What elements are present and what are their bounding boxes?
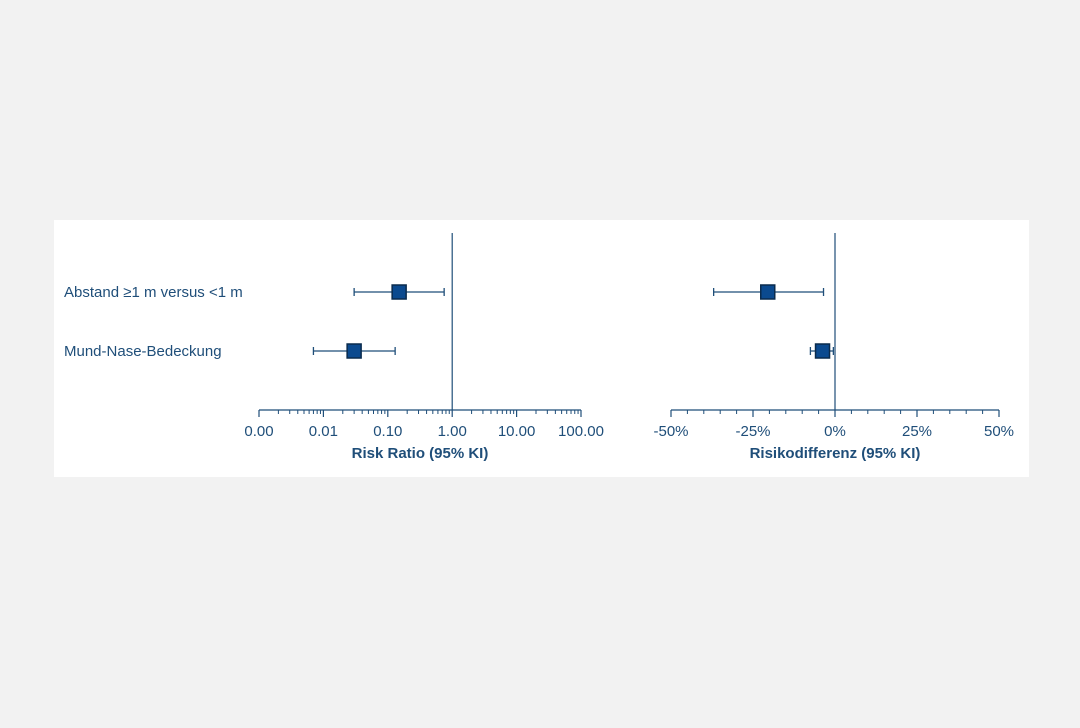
row-label-2: Mund-Nase-Bedeckung xyxy=(64,343,222,360)
rr-estimate-marker-2 xyxy=(346,343,362,359)
risk-difference-plot: -50% -25% 0% 25% 50% Risikodifferenz (95% KI) xyxy=(653,233,1014,462)
rr-tick-label: 10.00 xyxy=(498,423,536,440)
rd-tick-label: -50% xyxy=(653,423,688,440)
risk-ratio-plot: 0.00 0.01 0.10 1.00 10.00 100.00 Risk Ratio (9… xyxy=(244,233,604,462)
rd-tick-label: 25% xyxy=(902,423,932,440)
rd-estimate-marker-2 xyxy=(814,343,831,359)
rd-axis-title: Risikodifferenz (95% KI) xyxy=(750,445,921,462)
row-label-1: Abstand ≥1 m versus <1 m xyxy=(64,284,243,301)
rd-tick-label: 50% xyxy=(984,423,1014,440)
chart-panel: Abstand ≥1 m versus <1 m Mund-Nase-Bedeck… xyxy=(54,220,1029,477)
row-labels: Abstand ≥1 m versus <1 m Mund-Nase-Bedeck… xyxy=(64,284,243,360)
rr-tick-label: 0.00 xyxy=(244,423,273,440)
rd-tick-label: 0% xyxy=(824,423,846,440)
forest-plot: Abstand ≥1 m versus <1 m Mund-Nase-Bedeck… xyxy=(64,233,1014,462)
rr-tick-label: 0.10 xyxy=(373,423,402,440)
rr-tick-label: 1.00 xyxy=(438,423,467,440)
rr-tick-label: 100.00 xyxy=(558,423,604,440)
rr-estimate-marker-1 xyxy=(391,284,407,300)
rr-tick-label: 0.01 xyxy=(309,423,338,440)
rd-estimate-marker-1 xyxy=(760,284,776,300)
rd-tick-label: -25% xyxy=(735,423,770,440)
rr-axis-title: Risk Ratio (95% KI) xyxy=(352,445,489,462)
